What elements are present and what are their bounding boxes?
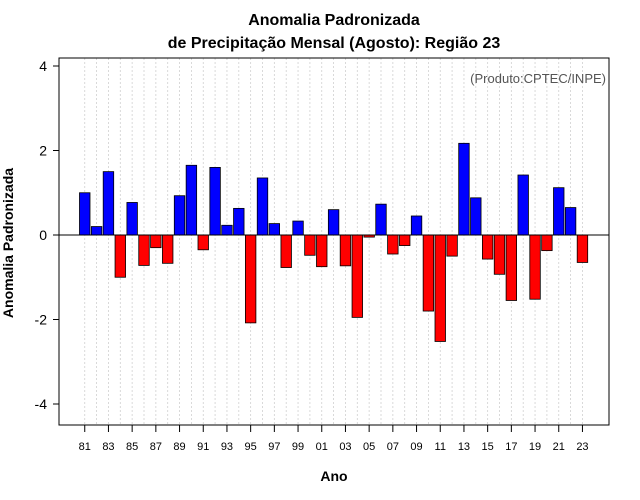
y-tick-label: 4 [39, 58, 47, 74]
bar-13 [458, 142, 470, 236]
x-tick-label: 01 [316, 441, 328, 453]
vertical-gridlines [84, 58, 583, 425]
x-tick-label: 09 [410, 441, 422, 453]
x-tick-label: 85 [126, 441, 138, 453]
bar-96 [256, 177, 269, 236]
x-tick-label: 17 [505, 441, 517, 453]
x-tick-label: 13 [458, 441, 470, 453]
bar-17 [505, 234, 518, 301]
x-tick-label: 97 [268, 441, 280, 453]
credit-text: (Produto:CPTEC/INPE) [470, 71, 606, 86]
bar-15 [481, 234, 494, 260]
plot-frame [58, 57, 610, 426]
x-tick-label: 81 [79, 441, 91, 453]
bar-14 [470, 197, 482, 236]
x-tick-label: 99 [292, 441, 304, 453]
bar-01 [316, 234, 328, 268]
x-tick-label: 11 [435, 441, 446, 453]
x-tick-label: 03 [339, 441, 351, 453]
bar-07 [387, 234, 399, 255]
y-tick-label: -4 [35, 396, 48, 412]
x-tick-label: 93 [221, 441, 233, 453]
bar-16 [493, 234, 506, 275]
chart-title-line1: Anomalia Padronizada [248, 12, 420, 29]
bar-22 [564, 207, 577, 236]
bar-10 [422, 234, 435, 312]
y-tick-label: 2 [39, 143, 47, 159]
bar-90 [185, 164, 198, 236]
y-axis-label: Anomalia Padronizada [0, 168, 16, 318]
bar-23 [576, 234, 589, 263]
bar-81 [79, 192, 91, 236]
bar-00 [304, 234, 316, 256]
bar-04 [351, 234, 363, 318]
bar-09 [410, 215, 423, 236]
bars-group [79, 142, 589, 342]
chart-title-line2: de Precipitação Mensal (Agosto): Região … [168, 35, 501, 52]
bar-82 [90, 226, 103, 236]
bar-91 [197, 234, 209, 251]
x-axis-label: Ano [320, 468, 347, 484]
bar-93 [221, 224, 233, 236]
x-tick-label: 21 [553, 441, 565, 453]
x-axis: 81 83 85 87 89 91 93 95 97 99 01 03 05 07 09 11 13 15 17 19… [79, 425, 589, 453]
bar-02 [327, 209, 340, 236]
bar-20 [541, 234, 553, 252]
bar-88 [162, 234, 174, 264]
bar-18 [517, 174, 529, 236]
bar-21 [553, 187, 565, 236]
x-tick-label: 89 [173, 441, 185, 453]
bar-12 [446, 234, 458, 257]
bar-95 [244, 234, 257, 324]
bar-19 [529, 234, 541, 300]
bar-11 [434, 234, 446, 342]
bar-89 [173, 195, 186, 236]
bar-83 [102, 171, 115, 236]
bar-06 [375, 203, 387, 236]
bar-08 [399, 234, 411, 246]
x-tick-label: 15 [482, 441, 494, 453]
x-tick-label: 05 [363, 441, 375, 453]
bar-84 [114, 234, 126, 278]
x-tick-label: 23 [576, 441, 588, 453]
bar-98 [280, 234, 292, 268]
x-tick-label: 91 [197, 441, 209, 453]
bar-94 [233, 207, 245, 236]
bar-87 [150, 234, 162, 249]
x-tick-label: 87 [150, 441, 162, 453]
bar-03 [339, 234, 352, 267]
bar-85 [126, 202, 138, 236]
x-tick-label: 19 [529, 441, 541, 453]
bar-99 [292, 220, 304, 236]
x-tick-label: 95 [245, 441, 257, 453]
x-tick-label: 07 [387, 441, 399, 453]
y-axis: -4 -2 0 2 4 [35, 58, 59, 412]
x-tick-label: 83 [102, 441, 114, 453]
bar-92 [209, 166, 221, 236]
y-tick-label: 0 [39, 227, 47, 243]
bar-86 [138, 234, 150, 266]
y-tick-label: -2 [35, 312, 48, 328]
bar-97 [268, 223, 281, 236]
